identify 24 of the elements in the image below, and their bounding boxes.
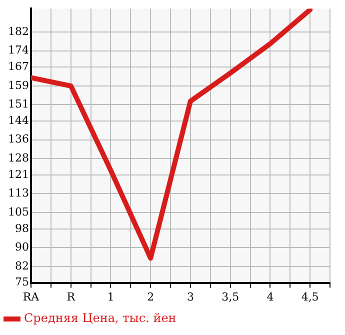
y-tick-label: 136: [8, 132, 29, 146]
x-tick-label: 4: [266, 290, 274, 304]
y-tick-label: 174: [8, 44, 29, 57]
x-tick-label: 3: [186, 290, 194, 304]
x-tick-label: 3,5: [222, 290, 240, 304]
y-tick-label: 167: [8, 60, 29, 74]
y-tick-label: 90: [15, 240, 29, 254]
x-tick-label: RA: [22, 290, 40, 304]
y-tick-label: 151: [8, 98, 29, 111]
y-tick-label: 113: [8, 186, 29, 200]
y-tick-label: 121: [8, 168, 29, 181]
y-tick-label: 75: [15, 276, 29, 289]
y-tick-label: 128: [8, 151, 29, 164]
x-tick-label: R: [66, 290, 76, 304]
y-tick-label: 182: [8, 24, 29, 38]
y-tick-label: 105: [8, 205, 29, 218]
y-tick-label: 98: [15, 222, 29, 235]
x-tick-label: 2: [147, 290, 154, 304]
y-tick-label: 159: [8, 78, 29, 92]
y-tick-label: 82: [15, 259, 29, 272]
y-tick-label: 144: [8, 114, 29, 127]
x-tick-label: 4,5: [301, 290, 319, 304]
x-tick-label: 1: [107, 290, 114, 304]
legend-label: Средняя Цена, тыс. йен: [24, 311, 176, 326]
